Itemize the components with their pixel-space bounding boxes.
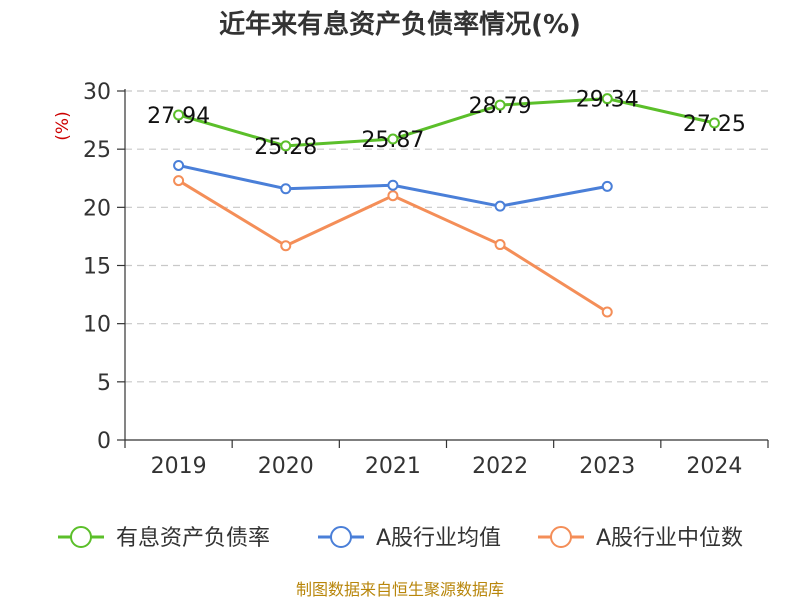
y-tick-label: 30	[83, 80, 111, 105]
data-label: 27.25	[683, 112, 746, 137]
legend-marker-circle	[70, 526, 92, 548]
y-tick-label: 10	[83, 313, 111, 338]
x-tick-label: 2023	[579, 454, 635, 479]
legend-label: A股行业均值	[376, 526, 501, 551]
x-tick-label: 2019	[151, 454, 207, 479]
y-tick-label: 0	[97, 429, 111, 454]
data-label: 28.79	[469, 94, 532, 119]
data-point	[173, 175, 185, 187]
x-tick-label: 2024	[686, 454, 742, 479]
data-point	[494, 200, 506, 212]
y-tick-label: 5	[97, 371, 111, 396]
series-line	[178, 97, 715, 148]
series-group: 27.94 25.28 25.87 28.79 29.34 27.25	[147, 88, 746, 318]
legend: 有息资产负债率 A股行业均值 A股行业中位数	[58, 526, 743, 551]
data-label: 29.34	[576, 88, 639, 113]
data-point	[601, 180, 613, 192]
data-point	[601, 93, 613, 105]
data-point	[494, 239, 506, 251]
grid-lines	[125, 90, 768, 383]
data-point	[387, 133, 399, 145]
data-point	[280, 140, 292, 152]
data-point	[708, 117, 720, 129]
data-point	[280, 240, 292, 252]
data-label: 25.28	[254, 135, 317, 160]
y-tick-label: 20	[83, 196, 111, 221]
data-point	[387, 190, 399, 202]
x-tick-label: 2021	[365, 454, 421, 479]
legend-marker-circle	[550, 526, 572, 548]
x-tick-label: 2022	[472, 454, 528, 479]
data-point	[173, 159, 185, 171]
x-tick-label: 2020	[258, 454, 314, 479]
data-label: 27.94	[147, 104, 210, 129]
axes: 0 5 10 15 20 25 30 2019 2020 2021 2022 2023 2024	[83, 80, 769, 479]
data-point	[494, 99, 506, 111]
data-point	[601, 306, 613, 318]
legend-label: A股行业中位数	[596, 526, 743, 551]
y-tick-label: 15	[83, 255, 111, 280]
data-label: 25.87	[361, 128, 424, 153]
legend-marker-circle	[330, 526, 352, 548]
y-tick-label: 25	[83, 138, 111, 163]
y-axis-label: (%)	[53, 111, 73, 140]
data-point	[173, 109, 185, 121]
data-point	[280, 183, 292, 195]
data-point	[387, 179, 399, 191]
chart-title: 近年来有息资产负债率情况(%)	[219, 9, 581, 40]
data-source-note: 制图数据来自恒生聚源数据库	[296, 580, 504, 599]
legend-label: 有息资产负债率	[116, 526, 270, 551]
